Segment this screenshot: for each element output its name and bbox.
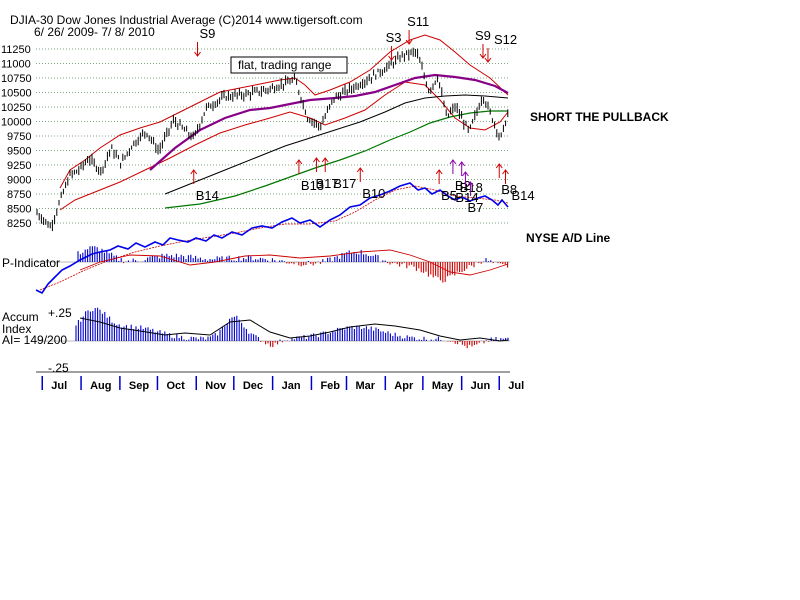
month-label-aug: Aug <box>90 380 111 392</box>
signal-label-b13: B13 <box>301 178 324 193</box>
buy-arrowhead <box>458 161 466 167</box>
month-label-mar: Mar <box>355 380 375 392</box>
accum-index-bars <box>75 307 509 349</box>
month-label-apr: Apr <box>394 380 414 392</box>
accum-bottom-tick: -.25 <box>48 361 69 375</box>
ytick-10750: 10750 <box>1 73 32 85</box>
month-label-nov: Nov <box>205 380 227 392</box>
nyse-ad-line-label: NYSE A/D Line <box>526 231 611 245</box>
buy-arrowhead <box>502 169 509 175</box>
signal-label-b8: B8 <box>501 182 517 197</box>
buy-arrowhead <box>467 181 474 187</box>
month-label-feb: Feb <box>320 380 340 392</box>
accum-index-ma-line <box>79 317 509 342</box>
ytick-11250: 11250 <box>1 44 31 56</box>
y-tick-labels: 11250 11000 10750 10500 10250 10000 9750… <box>1 44 32 230</box>
accum-top-tick: +.25 <box>48 306 72 320</box>
ytick-8250: 8250 <box>7 218 31 230</box>
signal-label-b14: B14 <box>511 188 534 203</box>
buy-arrowhead <box>313 157 320 163</box>
month-label-dec: Dec <box>243 380 263 392</box>
month-label-oct: Oct <box>166 380 185 392</box>
signal-label-b14: B14 <box>196 188 219 203</box>
buy-arrowhead <box>449 159 457 165</box>
signal-label-s11: S11 <box>407 14 429 29</box>
ma-black-line <box>164 94 509 195</box>
ytick-8750: 8750 <box>7 189 31 201</box>
buy-arrowhead <box>495 163 503 169</box>
signal-label-b14: B14 <box>455 190 478 205</box>
flat-range-box <box>230 56 348 74</box>
date-range: 6/ 26/ 2009- 7/ 8/ 2010 <box>34 25 155 39</box>
p-indicator-label: P-Indicator <box>2 256 61 270</box>
chart-title: DJIA-30 Dow Jones Industrial Average (C)… <box>10 13 363 27</box>
sell-arrowhead <box>405 39 413 45</box>
buy-arrowhead <box>321 157 329 163</box>
buy-arrowhead <box>462 171 469 177</box>
lower-band-line <box>59 81 509 211</box>
ytick-9250: 9250 <box>7 160 31 172</box>
month-label-may: May <box>432 380 454 392</box>
signal-label-s3: S3 <box>386 30 402 45</box>
short-the-pullback-note: SHORT THE PULLBACK <box>530 110 669 124</box>
ad-line <box>35 182 509 295</box>
month-label-jul: Jul <box>508 380 524 392</box>
month-label-jan: Jan <box>282 380 301 392</box>
signal-label-b17: B17 <box>315 176 338 191</box>
upper-band-line <box>59 34 509 189</box>
flat-range-note: flat, trading range <box>238 58 332 72</box>
ytick-9750: 9750 <box>7 131 31 143</box>
signal-label-s9: S9 <box>475 28 491 43</box>
buy-arrowhead <box>295 159 303 165</box>
sell-arrowhead <box>388 55 395 61</box>
price-bars <box>36 47 509 232</box>
signal-label-s12: S12 <box>494 32 517 47</box>
buy-arrowhead <box>190 169 198 175</box>
index-label: Index <box>2 322 32 336</box>
signal-label-b7: B7 <box>467 200 483 215</box>
buy-arrowhead <box>356 167 364 173</box>
ytick-10250: 10250 <box>1 102 32 114</box>
signal-label-b5: B5 <box>441 188 457 203</box>
sell-arrowhead <box>194 51 201 57</box>
ytick-10000: 10000 <box>1 117 32 129</box>
accum-value-label: AI= 149/200 <box>2 333 68 347</box>
buy-arrowhead <box>435 169 443 175</box>
signal-label-b17: B17 <box>333 176 356 191</box>
ma-green-line <box>164 110 508 209</box>
p-indicator-ma-line <box>79 249 509 276</box>
accum-label: Accum <box>2 310 39 324</box>
ytick-11000: 11000 <box>1 59 31 71</box>
signal-label-b10: B10 <box>362 186 385 201</box>
ytick-8500: 8500 <box>7 204 31 216</box>
month-label-jul: Jul <box>51 380 67 392</box>
ytick-9000: 9000 <box>7 175 31 187</box>
signal-label-b2: B2 <box>455 178 471 193</box>
ma-purple-line <box>149 73 509 171</box>
month-label-sep: Sep <box>129 380 149 392</box>
signal-label-s9: S9 <box>200 26 216 41</box>
month-label-jun: Jun <box>471 380 491 392</box>
p-indicator-bars <box>77 246 509 283</box>
ytick-10500: 10500 <box>1 88 32 100</box>
sell-arrowhead <box>484 57 492 63</box>
ytick-9500: 9500 <box>7 146 31 158</box>
month-labels: Jul Aug Sep Oct Nov Dec Jan Feb Mar Apr May Jun Jul <box>41 376 524 392</box>
sell-arrowhead <box>479 53 487 59</box>
